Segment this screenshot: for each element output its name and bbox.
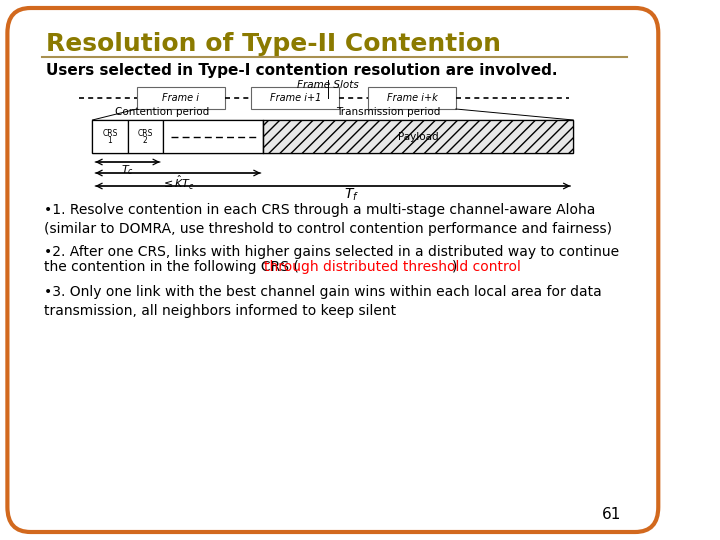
- Text: Contention period: Contention period: [114, 107, 209, 117]
- Text: 61: 61: [602, 507, 621, 522]
- Text: Users selected in Type-I contention resolution are involved.: Users selected in Type-I contention reso…: [46, 63, 558, 78]
- Text: •1. Resolve contention in each CRS through a multi-stage channel-aware Aloha
(si: •1. Resolve contention in each CRS throu…: [45, 203, 613, 236]
- Text: Payload: Payload: [398, 132, 438, 141]
- Text: •2. After one CRS, links with higher gains selected in a distributed way to cont: •2. After one CRS, links with higher gai…: [45, 245, 619, 259]
- Text: Frame i+k: Frame i+k: [387, 93, 437, 103]
- FancyBboxPatch shape: [7, 8, 658, 532]
- FancyBboxPatch shape: [251, 87, 339, 109]
- Text: $\leq \hat{K}T_c$: $\leq \hat{K}T_c$: [161, 174, 195, 192]
- FancyBboxPatch shape: [137, 87, 225, 109]
- Text: through distributed threshold control: through distributed threshold control: [264, 260, 526, 273]
- FancyBboxPatch shape: [127, 120, 163, 153]
- Text: Frame i: Frame i: [162, 93, 199, 103]
- FancyBboxPatch shape: [92, 120, 573, 153]
- FancyBboxPatch shape: [368, 87, 456, 109]
- FancyBboxPatch shape: [92, 120, 127, 153]
- Text: Frame i+1: Frame i+1: [270, 93, 321, 103]
- FancyBboxPatch shape: [163, 120, 264, 153]
- Text: 1: 1: [108, 136, 112, 145]
- Text: $T_f$: $T_f$: [343, 187, 359, 204]
- Text: 2: 2: [143, 136, 148, 145]
- Text: Frame Slots: Frame Slots: [297, 80, 359, 90]
- Text: Resolution of Type-II Contention: Resolution of Type-II Contention: [46, 32, 501, 56]
- Text: Transmission period: Transmission period: [336, 107, 441, 117]
- FancyBboxPatch shape: [264, 120, 573, 153]
- Text: CRS: CRS: [138, 129, 153, 138]
- Text: •3. Only one link with the best channel gain wins within each local area for dat: •3. Only one link with the best channel …: [45, 285, 602, 318]
- Text: $T_c$: $T_c$: [121, 163, 134, 177]
- Text: the contention in the following CRS (: the contention in the following CRS (: [45, 260, 300, 273]
- Text: CRS: CRS: [102, 129, 117, 138]
- Text: ): ): [452, 260, 457, 273]
